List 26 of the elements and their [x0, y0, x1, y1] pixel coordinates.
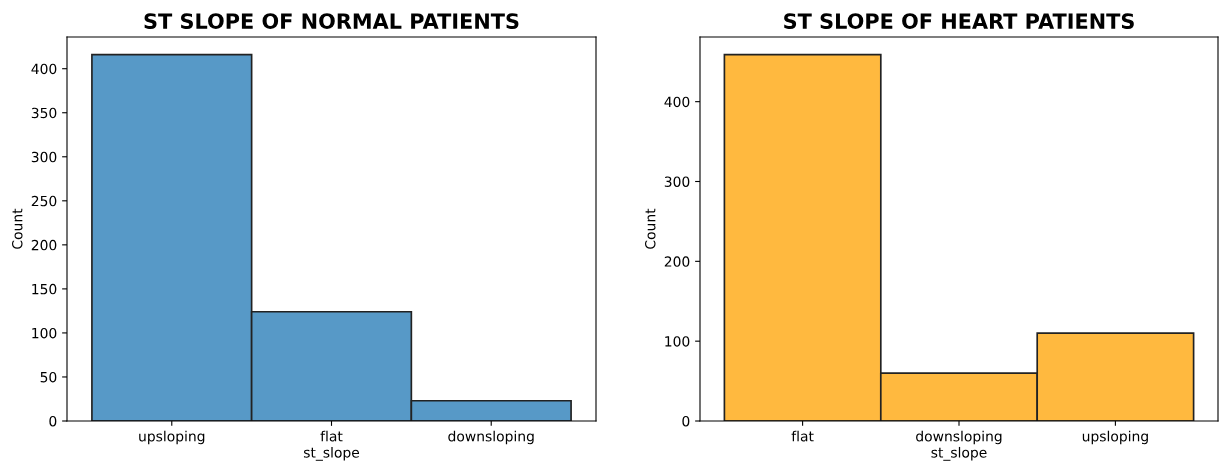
y-axis-title: Count — [12, 208, 23, 249]
x-axis-title: st_slope — [303, 446, 360, 461]
x-tick-label: upsloping — [1082, 430, 1148, 445]
x-tick-label: downsloping — [916, 430, 1002, 445]
chart-title: ST SLOPE OF NORMAL PATIENTS — [144, 13, 519, 29]
x-tick-label: downsloping — [448, 430, 534, 445]
y-tick-label: 50 — [40, 371, 57, 383]
y-tick-label: 350 — [31, 107, 57, 119]
y-tick-label: 100 — [32, 327, 57, 339]
y-tick-label: 400 — [664, 96, 690, 108]
y-tick-label: 100 — [665, 336, 690, 347]
x-axis-title: st_slope — [931, 446, 987, 461]
y-tick-label: 0 — [682, 415, 690, 427]
x-tick-label: flat — [791, 430, 814, 442]
y-axis-title: Count — [645, 208, 656, 249]
x-tick-label: flat — [320, 430, 343, 442]
x-tick-label: upsloping — [139, 430, 205, 445]
y-tick-label: 250 — [31, 195, 57, 207]
y-tick-label: 300 — [664, 176, 690, 187]
y-tick-label: 300 — [31, 151, 57, 163]
y-tick-label: 0 — [49, 415, 57, 427]
y-tick-label: 400 — [31, 63, 57, 75]
chart-title: ST SLOPE OF HEART PATIENTS — [784, 13, 1134, 29]
y-tick-label: 150 — [32, 283, 57, 295]
y-tick-label: 200 — [664, 256, 690, 267]
y-tick-label: 200 — [31, 239, 57, 251]
